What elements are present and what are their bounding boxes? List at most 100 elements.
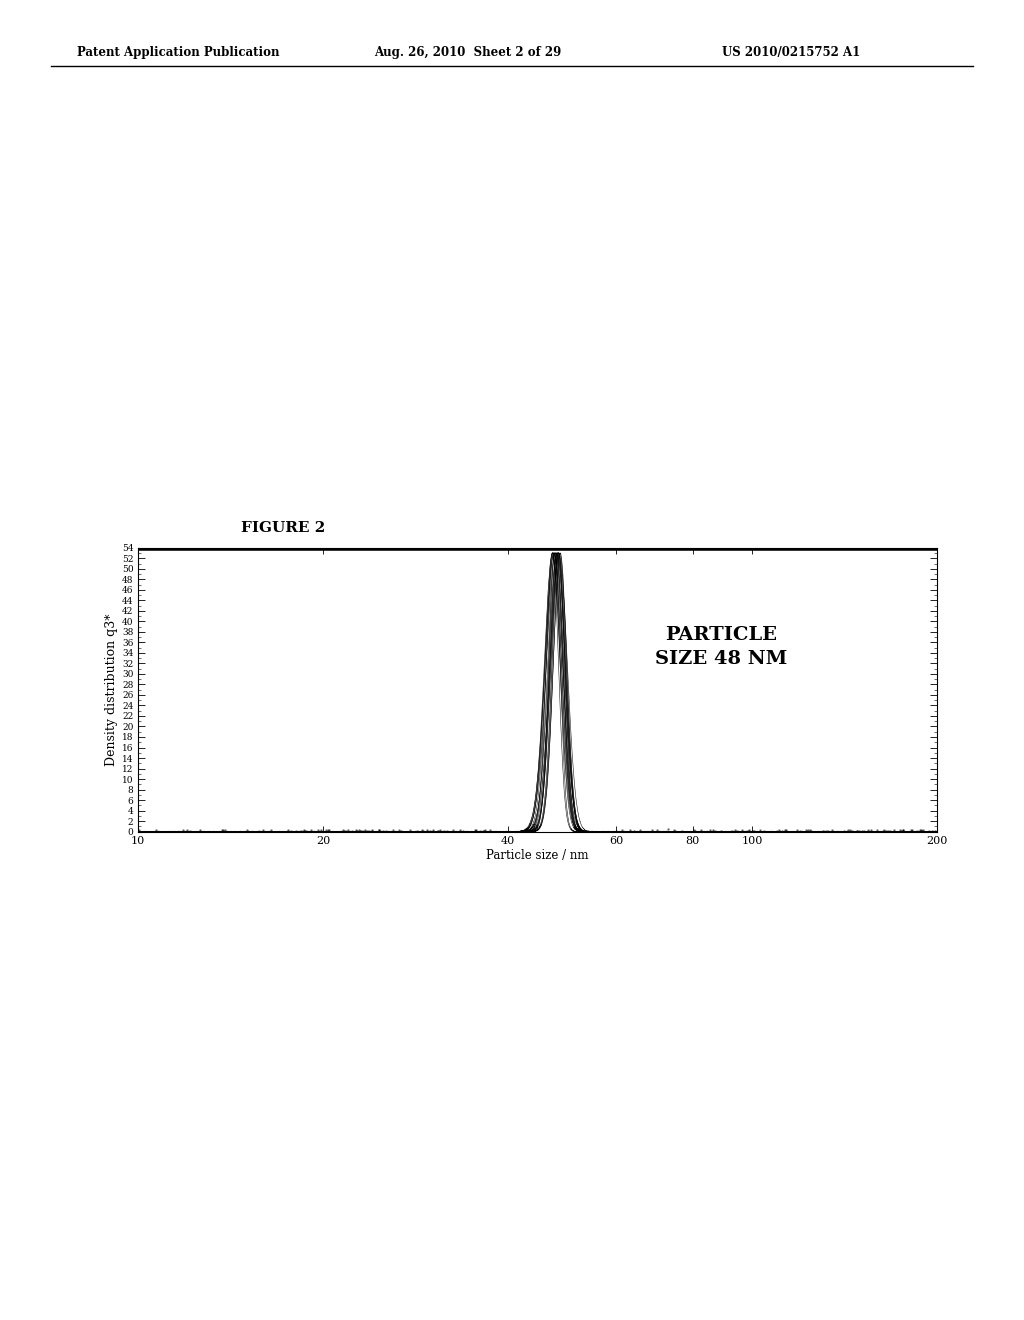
Point xyxy=(344,820,360,841)
Point xyxy=(823,818,840,840)
Point xyxy=(674,821,690,842)
Point xyxy=(849,820,865,841)
Point xyxy=(878,821,894,842)
Point xyxy=(179,820,196,841)
Point xyxy=(792,821,808,842)
Point xyxy=(723,821,739,842)
Point xyxy=(849,820,865,841)
Y-axis label: Density distribution q3*: Density distribution q3* xyxy=(104,614,118,766)
Point xyxy=(644,818,660,840)
Point xyxy=(701,820,718,841)
Point xyxy=(667,820,683,841)
Point xyxy=(340,820,356,841)
Point xyxy=(481,820,498,841)
Point xyxy=(790,820,806,841)
Point xyxy=(632,818,648,840)
Point xyxy=(851,821,867,842)
Point xyxy=(913,820,930,841)
Point xyxy=(814,821,830,842)
Point xyxy=(626,820,642,841)
Point xyxy=(729,820,745,841)
Point xyxy=(802,820,818,841)
Point xyxy=(415,821,431,842)
Point xyxy=(886,820,902,841)
Point xyxy=(768,820,784,841)
Point xyxy=(360,821,377,842)
Point xyxy=(348,821,365,842)
Point xyxy=(393,821,410,842)
Text: US 2010/0215752 A1: US 2010/0215752 A1 xyxy=(722,46,860,59)
Point xyxy=(868,820,885,841)
Point xyxy=(820,820,837,841)
Point xyxy=(745,821,762,842)
Point xyxy=(335,820,351,841)
Point xyxy=(800,818,816,840)
Point xyxy=(666,820,682,841)
Point xyxy=(375,820,391,841)
Point xyxy=(348,820,365,841)
Point xyxy=(251,820,267,841)
Point xyxy=(893,820,909,841)
Point xyxy=(859,820,876,841)
Point xyxy=(895,820,911,841)
Point xyxy=(265,821,282,842)
Point xyxy=(840,821,856,842)
Point xyxy=(913,821,930,842)
Point xyxy=(914,820,931,841)
Text: Patent Application Publication: Patent Application Publication xyxy=(77,46,280,59)
Point xyxy=(359,820,376,841)
Point xyxy=(686,820,702,841)
Point xyxy=(148,820,165,841)
Point xyxy=(391,820,408,841)
Point xyxy=(771,820,787,841)
Point xyxy=(430,821,446,842)
Point xyxy=(776,820,793,841)
Point xyxy=(773,821,790,842)
Point xyxy=(422,821,438,842)
Text: Aug. 26, 2010  Sheet 2 of 29: Aug. 26, 2010 Sheet 2 of 29 xyxy=(374,46,561,59)
Point xyxy=(840,821,856,842)
Point xyxy=(336,820,352,841)
Point xyxy=(874,821,891,842)
Point xyxy=(818,820,835,841)
Point xyxy=(911,820,928,841)
Point xyxy=(255,820,271,841)
Point xyxy=(239,818,255,840)
Point xyxy=(877,820,893,841)
Point xyxy=(855,821,871,842)
Point xyxy=(692,820,709,841)
Point xyxy=(338,821,354,842)
Point xyxy=(280,820,296,841)
Point xyxy=(842,820,858,841)
Point xyxy=(385,820,401,841)
Point xyxy=(455,821,471,842)
Point xyxy=(432,820,449,841)
Point xyxy=(475,820,492,841)
Point xyxy=(283,821,299,842)
Point xyxy=(659,818,676,840)
Point xyxy=(364,820,380,841)
Point xyxy=(436,821,453,842)
Point xyxy=(927,821,943,842)
Point xyxy=(803,820,819,841)
Point xyxy=(296,821,312,842)
Point xyxy=(293,821,309,842)
Point xyxy=(414,820,430,841)
Point xyxy=(313,820,330,841)
Point xyxy=(371,820,387,841)
Point xyxy=(439,820,456,841)
Point xyxy=(356,820,373,841)
Point xyxy=(686,821,702,842)
Point xyxy=(429,821,445,842)
Point xyxy=(924,821,940,842)
Point xyxy=(854,821,870,842)
Point xyxy=(353,820,370,841)
Point xyxy=(479,821,496,842)
Point xyxy=(727,820,743,841)
Point xyxy=(623,820,639,841)
Point xyxy=(452,820,468,841)
Point xyxy=(321,820,337,841)
Point xyxy=(131,820,147,841)
Point xyxy=(175,820,191,841)
Point xyxy=(319,820,336,841)
